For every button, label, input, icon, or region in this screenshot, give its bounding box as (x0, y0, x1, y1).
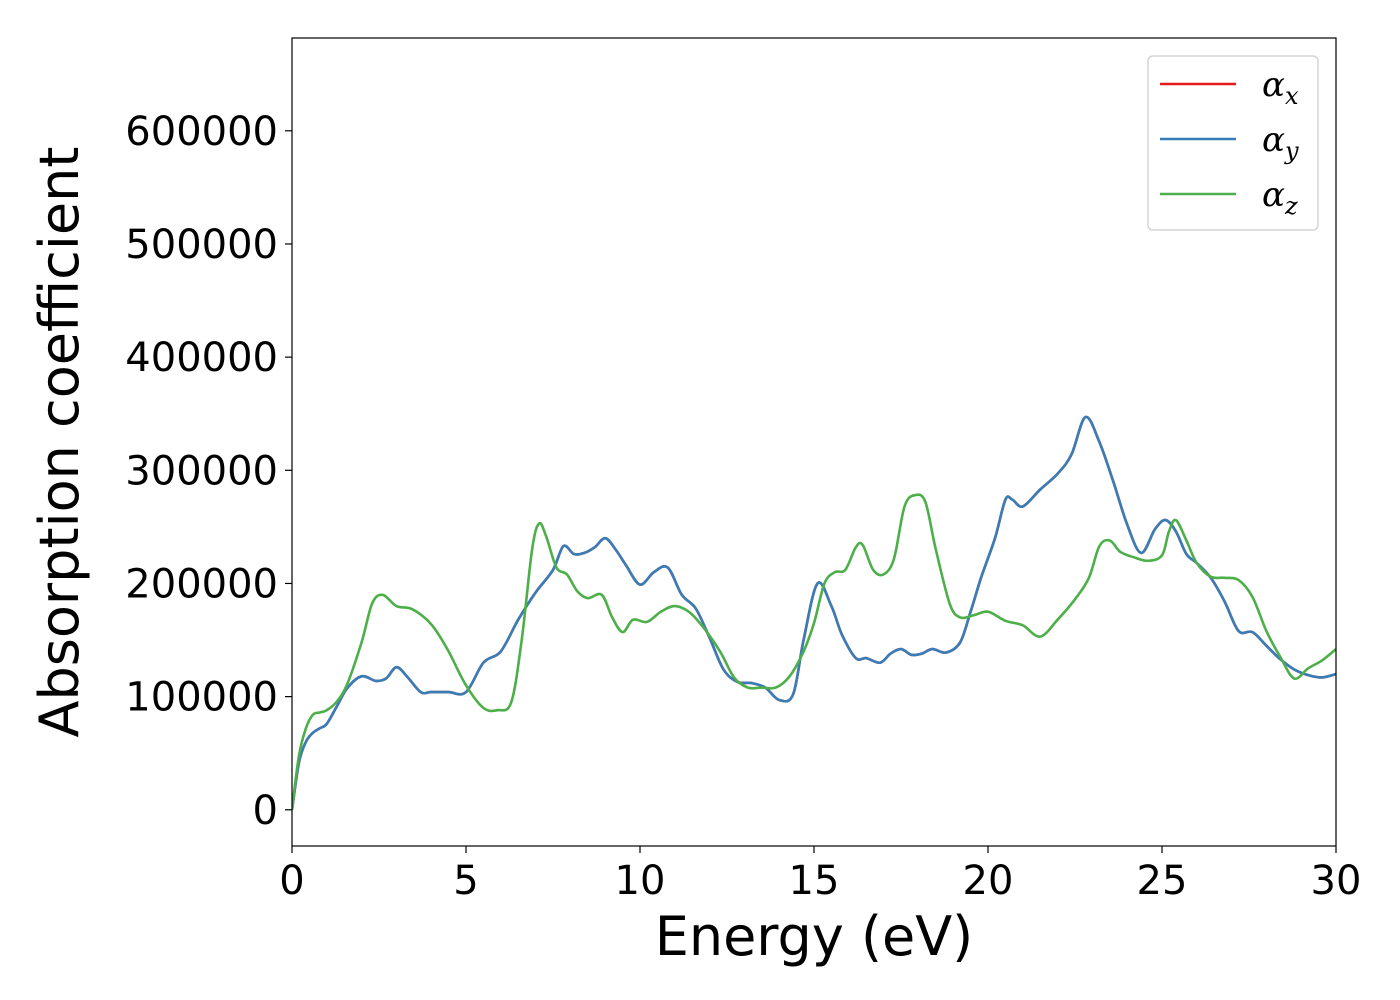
x-tick-label: 25 (1137, 858, 1188, 904)
y-axis-title: Absorption coefficient (28, 147, 91, 738)
series-line-y (292, 415, 1336, 810)
x-tick-label: 30 (1311, 858, 1362, 904)
x-axis: 0 5 10 15 20 25 30 (279, 846, 1361, 904)
y-tick-label: 0 (253, 788, 278, 834)
legend-label-y: αy (1262, 120, 1299, 165)
x-tick-label: 10 (615, 858, 666, 904)
y-tick-label: 300000 (125, 448, 278, 494)
y-tick-label: 100000 (125, 675, 278, 721)
y-axis: 0 100000 200000 300000 400000 500000 600000 (125, 109, 292, 834)
y-tick-label: 600000 (125, 109, 278, 155)
y-tick-label: 200000 (125, 561, 278, 607)
series-line-z (292, 493, 1336, 810)
legend-label-z: αz (1262, 175, 1298, 220)
x-tick-label: 0 (279, 858, 304, 904)
legend-box (1147, 55, 1319, 231)
x-axis-title: Energy (eV) (655, 905, 974, 968)
y-tick-label: 500000 (125, 222, 278, 268)
series-layer (292, 415, 1336, 810)
legend-label-x: αx (1262, 65, 1299, 110)
y-tick-label: 400000 (125, 335, 278, 381)
x-tick-label: 20 (963, 858, 1014, 904)
x-tick-label: 5 (453, 858, 478, 904)
legend: αx αy αz (1147, 55, 1319, 231)
x-tick-label: 15 (789, 858, 840, 904)
